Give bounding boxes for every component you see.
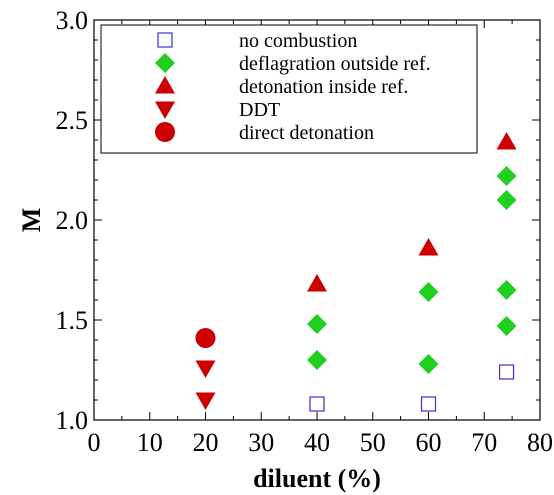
y-axis-title: M: [17, 208, 46, 233]
legend-marker-detonation-inside-ref: [155, 76, 175, 94]
legend-label-direct-detonation: direct detonation: [239, 122, 374, 144]
legend-marker-direct-detonation: [155, 122, 175, 142]
x-tick-label: 30: [248, 428, 274, 457]
point-direct-detonation: [195, 328, 216, 348]
point-detonation-inside-ref: [307, 274, 327, 292]
point-ddt: [195, 360, 216, 378]
legend-label-detonation-inside-ref: detonation inside ref.: [239, 76, 408, 98]
legend-label-no-combustion: no combustion: [239, 30, 357, 52]
x-tick-label: 20: [193, 428, 219, 457]
point-ddt: [195, 392, 216, 410]
legend-marker-no-combustion: [157, 32, 173, 48]
x-tick-label: 70: [471, 428, 497, 457]
point-detonation-inside-ref: [418, 238, 439, 256]
y-tick-label: 1.5: [56, 306, 89, 335]
point-deflagration-outside-ref: [418, 282, 439, 302]
x-tick-label: 60: [416, 428, 442, 457]
point-no-combustion: [309, 396, 325, 412]
x-axis-title: diluent (%): [253, 464, 381, 493]
point-deflagration-outside-ref: [307, 314, 327, 334]
x-tick-label: 80: [527, 428, 553, 457]
y-tick-label: 2.0: [56, 206, 89, 235]
axes: 0 10 20 30 40 50 60 70 80 1.0 1.5 2.0 2.5 3.0: [56, 6, 554, 457]
point-deflagration-outside-ref: [418, 354, 439, 374]
y-tick-label: 3.0: [56, 6, 89, 35]
y-tick-label: 2.5: [56, 106, 89, 135]
x-tick-label: 10: [137, 428, 163, 457]
legend-marker-deflagration-outside-ref: [155, 53, 175, 73]
legend-label-deflagration-outside-ref: deflagration outside ref.: [239, 53, 431, 75]
legend-label-ddt: DDT: [239, 99, 280, 121]
x-tick-label: 40: [304, 428, 330, 457]
point-no-combustion: [420, 396, 437, 412]
point-no-combustion: [498, 364, 515, 380]
point-deflagration-outside-ref: [496, 316, 517, 336]
point-deflagration-outside-ref: [496, 280, 517, 300]
x-tick-label: 0: [88, 428, 101, 457]
data-points: [195, 132, 517, 412]
point-deflagration-outside-ref: [307, 350, 327, 370]
y-tick-label: 1.0: [56, 406, 89, 435]
legend-marker-ddt: [155, 101, 175, 119]
x-tick-label: 50: [360, 428, 386, 457]
point-deflagration-outside-ref: [496, 166, 517, 186]
point-deflagration-outside-ref: [496, 190, 517, 210]
point-detonation-inside-ref: [496, 132, 517, 150]
